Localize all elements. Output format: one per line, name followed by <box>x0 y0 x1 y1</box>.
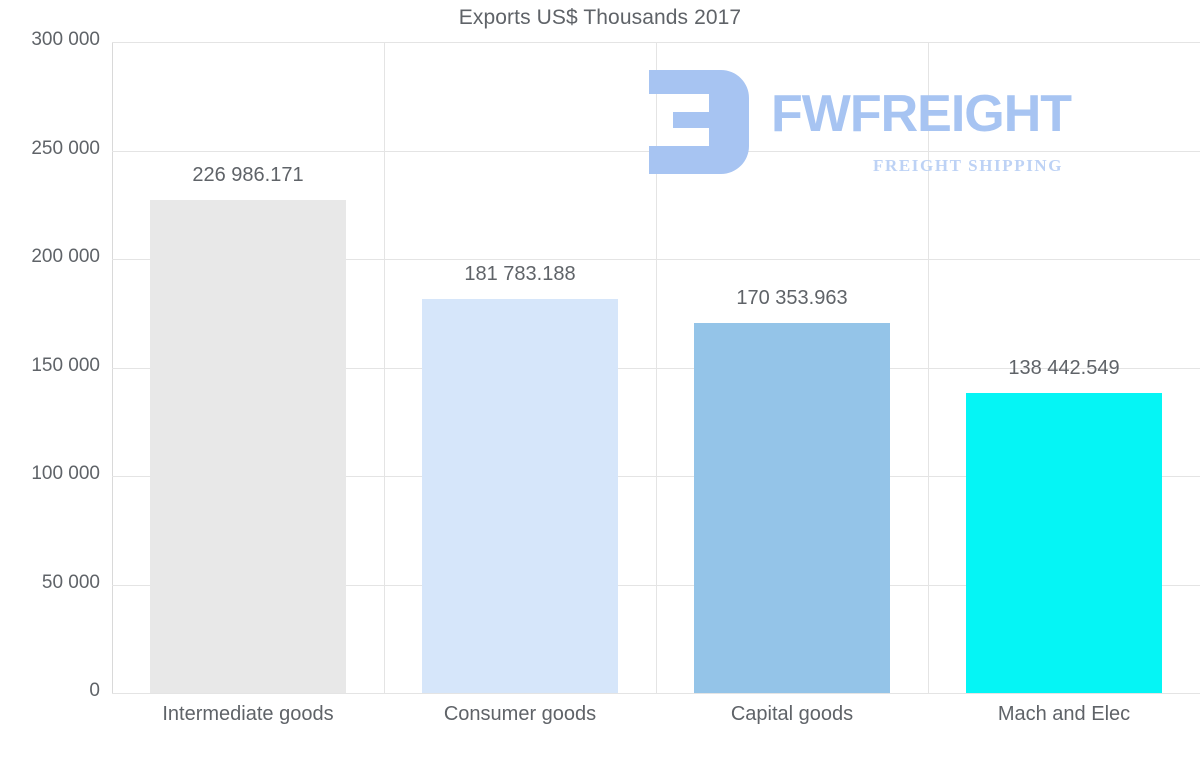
gridline-vertical <box>656 42 657 693</box>
bar[interactable] <box>422 298 618 693</box>
gridline-vertical <box>384 42 385 693</box>
plot-area: 226 986.171 181 783.188 170 353.963 138 442… <box>112 42 1200 694</box>
y-axis-tick-label: 0 <box>89 680 100 701</box>
bar[interactable] <box>150 200 346 693</box>
bar-value-label: 181 783.188 <box>464 262 576 285</box>
y-axis-tick-label: 200 000 <box>31 246 100 267</box>
bar[interactable] <box>966 392 1162 693</box>
x-axis-tick-label: Capital goods <box>730 703 854 725</box>
x-axis-tick-label: Consumer goods <box>443 703 597 725</box>
gridline-vertical <box>928 42 929 693</box>
y-axis-tick-label: 150 000 <box>31 354 100 376</box>
y-axis-tick-label: 300 000 <box>31 29 100 50</box>
x-axis-tick-label: Mach and Elec <box>997 703 1131 725</box>
x-axis-tick-label: Intermediate goods <box>162 703 334 725</box>
bar[interactable] <box>694 323 890 693</box>
y-axis-tick-label: 250 000 <box>31 137 100 159</box>
y-axis-tick-label: 50 000 <box>41 571 100 593</box>
bar-value-label: 138 442.549 <box>1008 356 1120 379</box>
y-axis-tick-label: 100 000 <box>31 463 100 484</box>
bar-value-label: 170 353.963 <box>736 287 848 310</box>
chart-title: Exports US$ Thousands 2017 <box>458 6 742 29</box>
gridline-horizontal <box>112 693 1200 694</box>
bar-value-label: 226 986.171 <box>192 164 304 187</box>
